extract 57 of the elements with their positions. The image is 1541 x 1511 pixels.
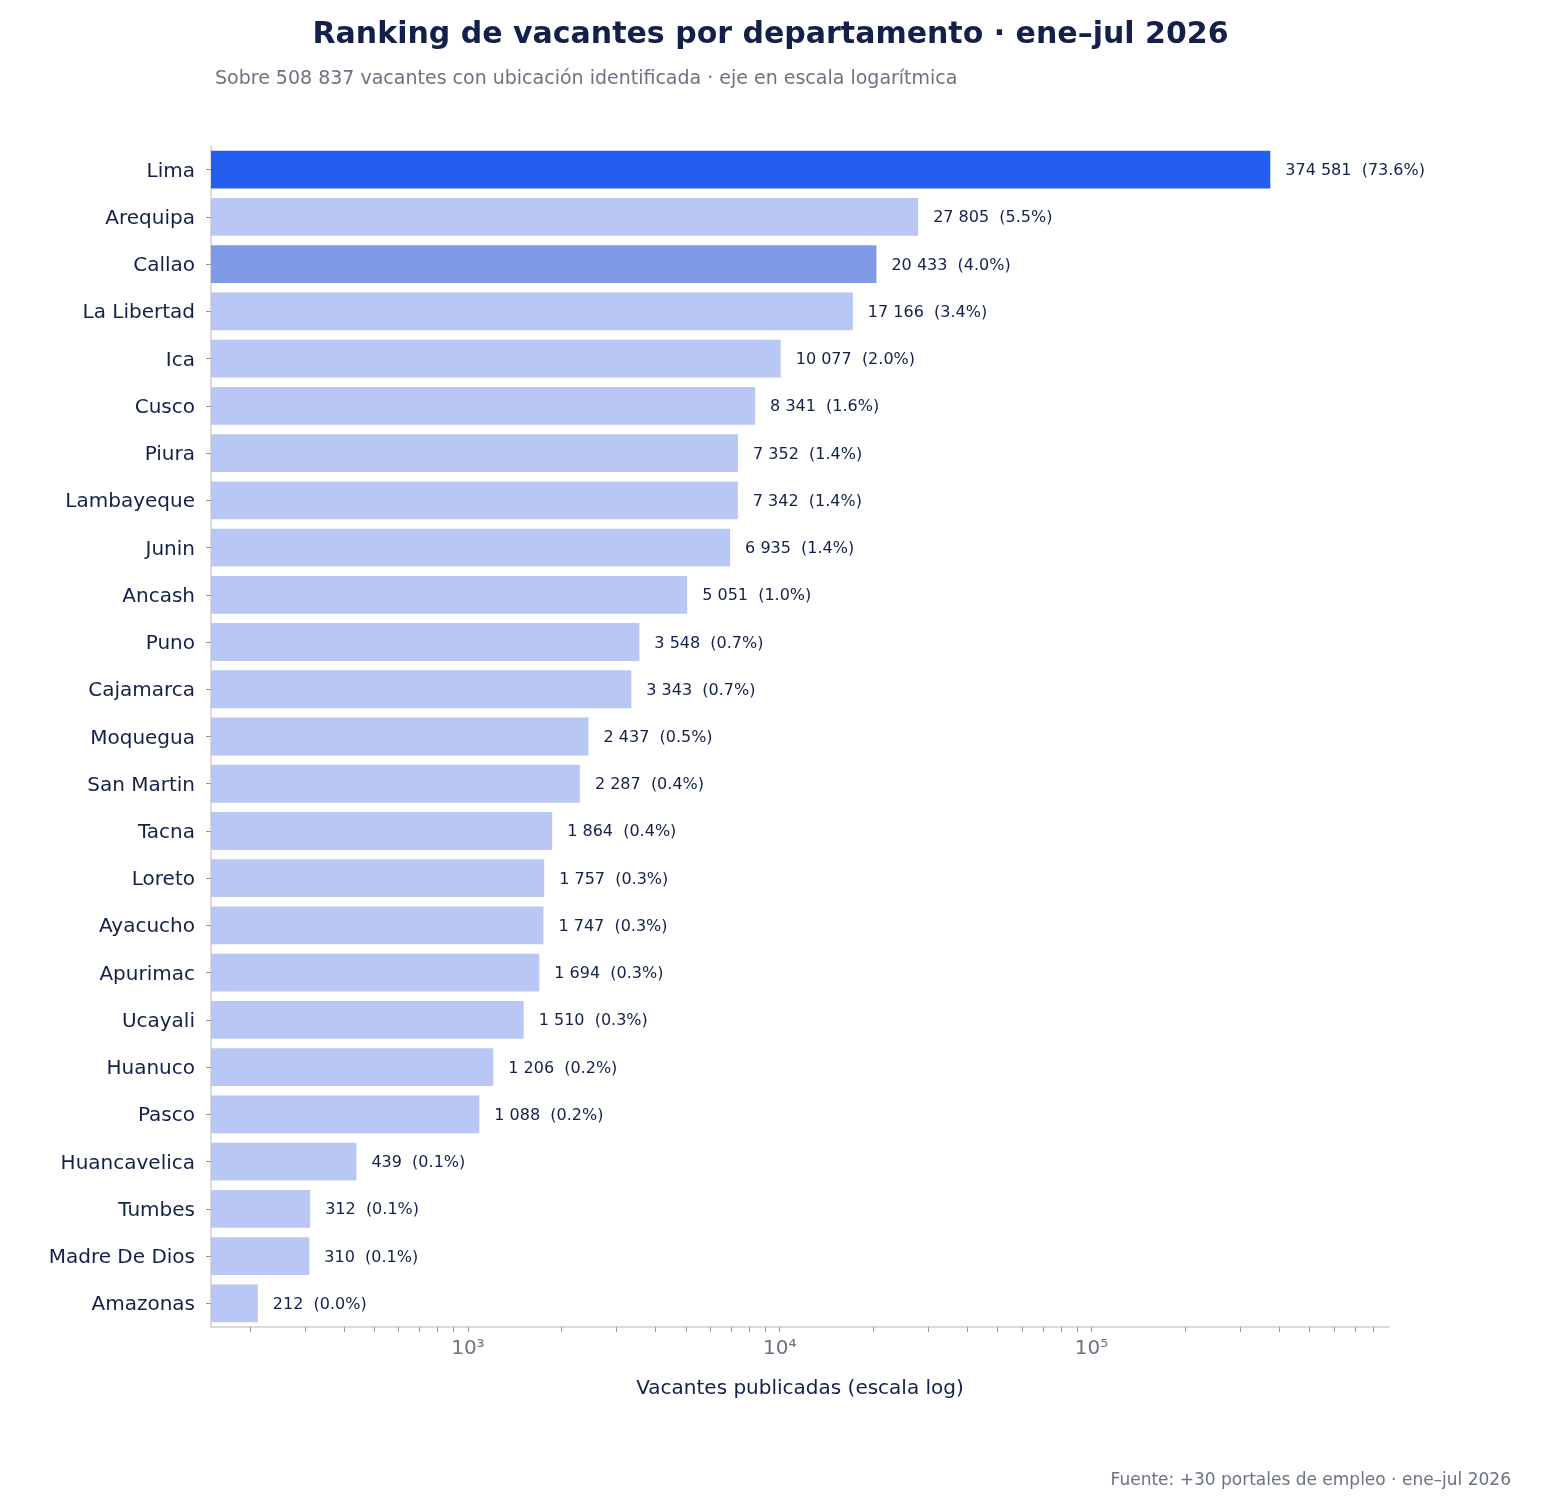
- data-label: 1 864 (0.4%): [567, 821, 677, 841]
- y-tick-label: Apurimac: [99, 960, 195, 985]
- chart-subtitle: Sobre 508 837 vacantes con ubicación identificada · eje en escala logarítmica: [215, 65, 958, 88]
- y-tick-label: Loreto: [131, 866, 195, 891]
- data-label: 1 694 (0.3%): [554, 963, 664, 983]
- y-tick-label: Ayacucho: [99, 913, 195, 938]
- data-label: 2 287 (0.4%): [594, 774, 705, 794]
- y-tick-label: Moquegua: [90, 724, 195, 749]
- data-label: 3 343 (0.7%): [646, 679, 756, 699]
- y-tick-label: Puno: [145, 630, 195, 655]
- data-label: 439 (0.1%): [371, 1152, 466, 1172]
- data-label: 27 805 (5.5%): [933, 207, 1053, 227]
- data-label: 312 (0.1%): [325, 1199, 420, 1219]
- y-tick-label: La Libertad: [82, 299, 195, 324]
- data-label: 7 352 (1.4%): [753, 443, 863, 463]
- y-tick-label: Ica: [165, 346, 195, 371]
- data-label: 212 (0.0%): [272, 1293, 367, 1313]
- y-tick-label: Arequipa: [105, 204, 195, 229]
- data-label: 7 342 (1.4%): [752, 490, 862, 510]
- source-note: Fuente: +30 portales de empleo · ene–jul 2026: [1110, 1468, 1512, 1489]
- y-tick-label: Cusco: [134, 393, 195, 418]
- data-label: 5 051 (1.0%): [702, 585, 812, 605]
- data-label: 1 088 (0.2%): [494, 1104, 604, 1124]
- y-tick-label: Huanuco: [106, 1055, 195, 1080]
- y-tick-label: Cajamarca: [88, 677, 195, 702]
- x-tick-label: 10³: [451, 1335, 485, 1359]
- y-tick-label: Ancash: [122, 582, 195, 607]
- data-label: 310 (0.1%): [324, 1246, 419, 1266]
- y-tick-label: Lima: [146, 157, 195, 182]
- y-tick-label: Junin: [143, 535, 195, 560]
- x-tick-label: 10⁵: [1074, 1335, 1109, 1359]
- chart-title: Ranking de vacantes por departamento · ene–jul 2026: [312, 14, 1229, 50]
- y-tick-label: Pasco: [137, 1102, 195, 1127]
- y-tick-label: Ucayali: [121, 1007, 195, 1032]
- y-tick-label: Piura: [144, 441, 195, 466]
- data-label: 1 757 (0.3%): [559, 868, 669, 888]
- data-label: 374 581 (73.6%): [1285, 160, 1425, 180]
- data-label: 1 510 (0.3%): [538, 1010, 648, 1030]
- x-tick-label: 10⁴: [762, 1335, 797, 1359]
- data-label: 20 433 (4.0%): [891, 254, 1011, 274]
- x-axis-title: Vacantes publicadas (escala log): [636, 1375, 964, 1399]
- y-tick-label: Callao: [133, 252, 195, 277]
- data-label: 10 077 (2.0%): [795, 349, 916, 369]
- y-tick-label: San Martin: [87, 771, 195, 796]
- y-tick-label: Lambayeque: [65, 488, 195, 513]
- data-label: 6 935 (1.4%): [745, 538, 855, 558]
- y-tick-label: Madre De Dios: [48, 1244, 195, 1269]
- data-label: 1 206 (0.2%): [508, 1057, 618, 1077]
- data-label: 3 548 (0.7%): [654, 632, 764, 652]
- y-tick-label: Amazonas: [91, 1291, 195, 1316]
- data-label: 8 341 (1.6%): [770, 396, 880, 416]
- y-tick-label: Tacna: [136, 818, 195, 843]
- data-label: 2 437 (0.5%): [603, 727, 713, 746]
- data-label: 1 747 (0.3%): [558, 915, 668, 935]
- data-label: 17 166 (3.4%): [867, 301, 988, 321]
- y-tick-label: Huancavelica: [60, 1149, 195, 1174]
- y-tick-label: Tumbes: [117, 1196, 195, 1221]
